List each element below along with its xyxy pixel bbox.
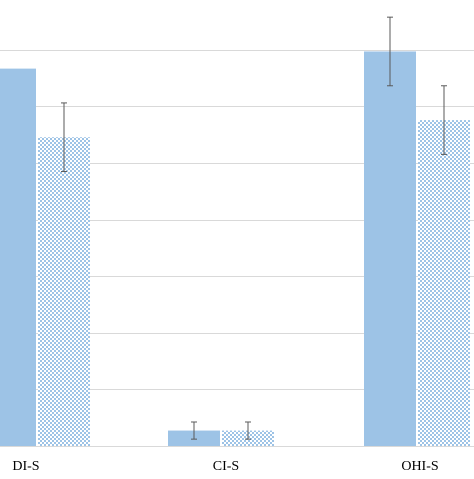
error-bar-solid-ci-s <box>191 421 197 440</box>
x-tick-label-ohi-s: OHI-S <box>401 459 438 474</box>
error-bars <box>61 16 447 440</box>
bar-dotted-di-s <box>38 137 90 446</box>
bar-solid-di-s <box>0 68 36 446</box>
bar-dotted-ohi-s <box>418 120 470 447</box>
error-bar-solid-ohi-s <box>387 16 393 87</box>
bar-solid-ohi-s <box>364 51 416 446</box>
x-tick-label-di-s: DI-S <box>12 459 39 474</box>
x-tick-label-ci-s: CI-S <box>213 459 239 474</box>
error-bar-dotted-di-s <box>61 102 67 173</box>
x-tick-labels: DI-S CI-S OHI-S <box>12 459 438 474</box>
bars <box>0 51 470 447</box>
error-bar-dotted-ohi-s <box>441 85 447 155</box>
error-bar-dotted-ci-s <box>245 421 251 440</box>
